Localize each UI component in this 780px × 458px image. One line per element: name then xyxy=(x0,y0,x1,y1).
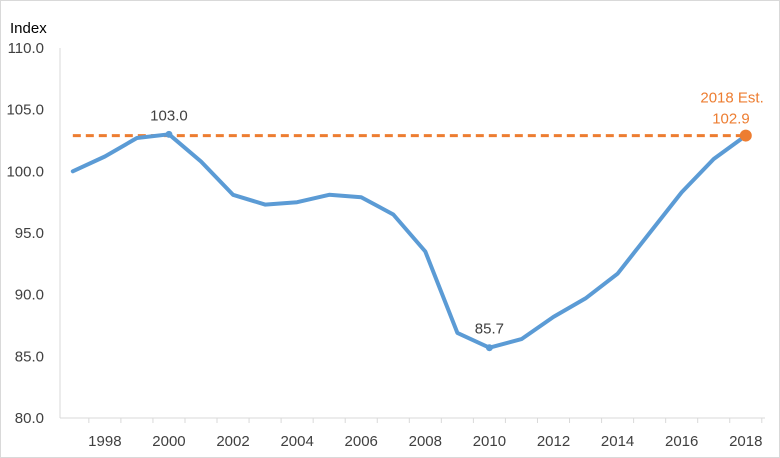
y-tick-label: 85.0 xyxy=(15,348,44,365)
y-tick-label: 80.0 xyxy=(15,410,44,427)
estimate-point xyxy=(739,129,752,142)
y-axis: 80.0 85.0 90.0 95.0 100.0 105.0 110.0 xyxy=(6,40,61,427)
y-tick-label: 105.0 xyxy=(6,102,44,119)
label-layer: 103.0 85.7 2018 Est. 102.9 xyxy=(150,90,764,338)
x-tick-label: 2000 xyxy=(152,433,185,450)
estimate-value-label: 102.9 xyxy=(712,111,750,128)
x-tick-label: 2012 xyxy=(537,433,570,450)
series-line xyxy=(70,132,748,350)
x-tick-label: 2016 xyxy=(665,433,698,450)
y-tick-label: 110.0 xyxy=(8,40,44,57)
x-tick-label: 2002 xyxy=(216,433,249,450)
annotated-point xyxy=(485,344,493,352)
estimate-label: 2018 Est. xyxy=(700,90,763,107)
x-tick-label: 1998 xyxy=(88,433,121,450)
data-label: 85.7 xyxy=(475,321,504,338)
x-tick-label: 2018 xyxy=(729,433,762,450)
y-tick-label: 95.0 xyxy=(15,225,44,242)
x-tick-label: 2010 xyxy=(473,433,506,450)
x-tick-label: 2006 xyxy=(345,433,378,450)
y-tick-label: 100.0 xyxy=(6,163,44,180)
data-label: 103.0 xyxy=(150,107,188,124)
x-tick-label: 2014 xyxy=(601,433,634,450)
x-tick-label: 2004 xyxy=(280,433,313,450)
annotated-point xyxy=(165,130,173,138)
x-tick-label: 2008 xyxy=(409,433,442,450)
x-axis: 1998 2000 2002 2004 2006 2008 2010 2012 2014 2016… xyxy=(60,417,765,450)
y-tick-label: 90.0 xyxy=(15,287,44,304)
y-axis-title: Index xyxy=(10,20,47,37)
series-layer xyxy=(70,129,752,352)
